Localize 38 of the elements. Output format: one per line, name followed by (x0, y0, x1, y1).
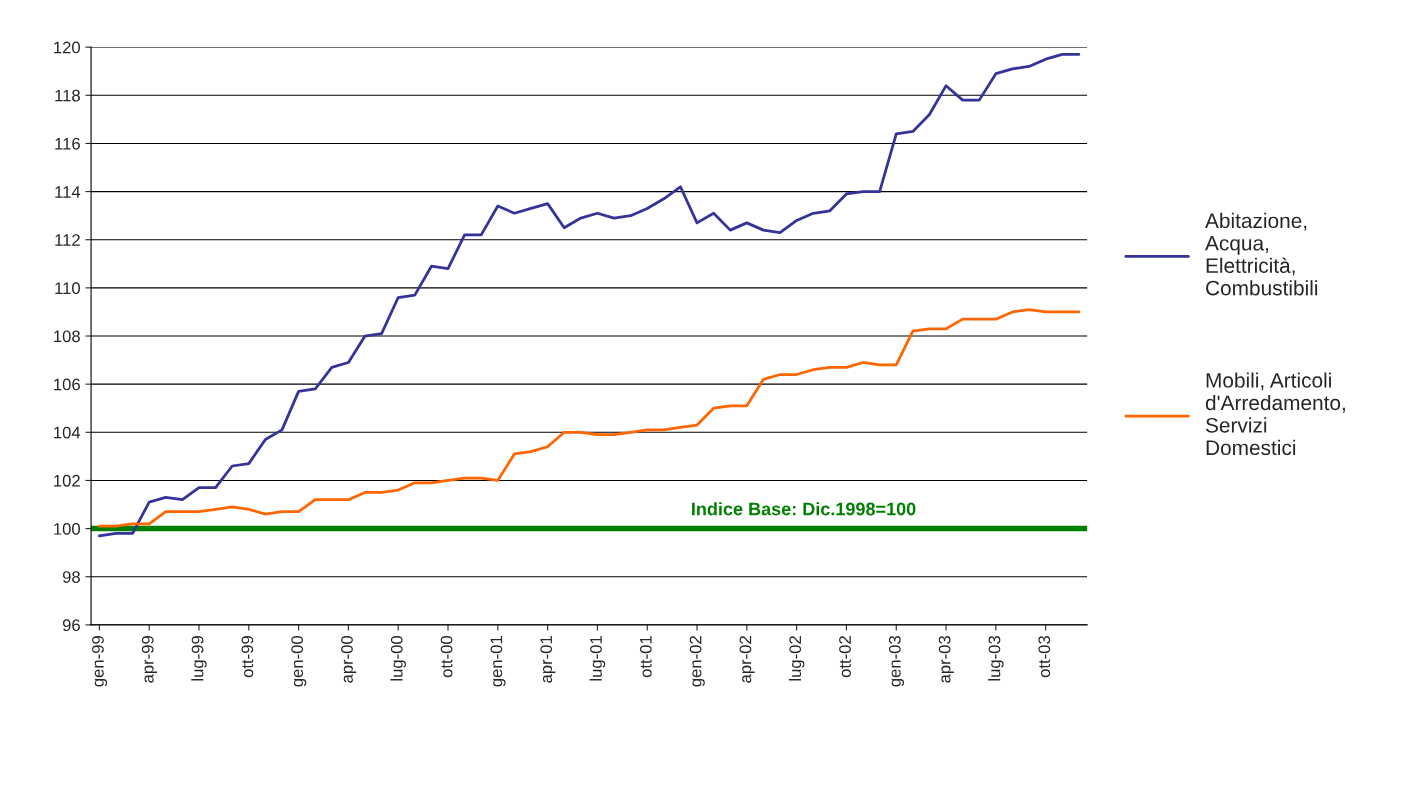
ref-line-label: Indice Base: Dic.1998=100 (692, 502, 916, 516)
x-tick-label: ott-99 (241, 636, 254, 678)
y-tick-label: 106 (54, 378, 80, 391)
y-tick-label: 114 (55, 186, 81, 198)
x-tick-label: ott-01 (639, 636, 652, 678)
x-tick-label: lug-00 (390, 635, 406, 681)
y-tick-label: 116 (55, 137, 80, 150)
x-tick-label: lug-99 (191, 636, 207, 681)
x-tick-label: ott-00 (440, 635, 453, 678)
y-tick-label: 98 (62, 571, 80, 583)
x-tick-label: apr-00 (341, 635, 357, 683)
y-tick-label: 110 (55, 282, 81, 295)
x-tick-label: lug-03 (988, 636, 1004, 681)
legend-label: Abitazione, Acqua, Elettricità, Combustibili (1205, 212, 1318, 296)
x-tick-label: ott-02 (839, 636, 851, 678)
y-tick-label: 112 (55, 234, 80, 246)
x-tick-label: gen-03 (888, 636, 905, 687)
y-tick-label: 108 (54, 330, 80, 343)
x-tick-label: gen-02 (689, 636, 705, 687)
x-tick-label: apr-03 (938, 636, 954, 683)
y-tick-label: 120 (54, 41, 81, 54)
x-tick-label: apr-99 (141, 636, 157, 683)
y-tick-label: 100 (54, 522, 81, 535)
legend-label: Mobili, Articoli d'Arredamento, Servizi Domestici (1205, 372, 1345, 456)
y-tick-label: 102 (54, 474, 80, 487)
x-tick-label: apr-01 (540, 636, 556, 683)
x-tick-label: lug-02 (788, 636, 805, 681)
x-tick-label: ott-03 (1038, 636, 1051, 678)
x-tick-label: apr-02 (739, 636, 755, 683)
y-tick-label: 118 (55, 89, 80, 102)
x-tick-label: gen-00 (291, 635, 307, 687)
x-tick-label: gen-01 (490, 636, 506, 687)
line-series (97, 308, 1081, 528)
line-series (97, 52, 1081, 538)
x-tick-label: gen-99 (92, 636, 108, 687)
y-tick-label: 104 (54, 426, 81, 439)
x-tick-label: lug-01 (589, 636, 606, 681)
y-tick-label: 96 (62, 619, 80, 632)
